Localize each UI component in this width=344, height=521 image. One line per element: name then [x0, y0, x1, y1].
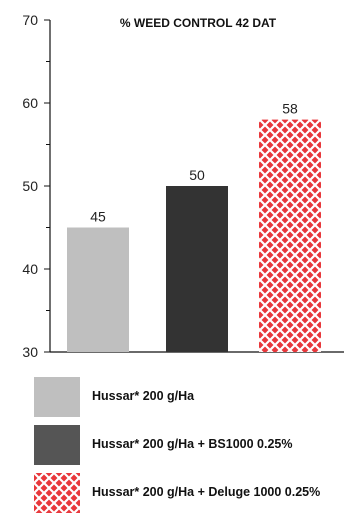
legend-label: Hussar* 200 g/Ha + BS1000 0.25%	[92, 437, 293, 451]
y-tick-label: 60	[22, 95, 38, 111]
bar-value-label: 58	[282, 101, 298, 117]
y-tick-label: 70	[22, 12, 38, 28]
legend-item: Hussar* 200 g/Ha + BS1000 0.25%	[34, 425, 344, 473]
bar-value-label: 50	[189, 167, 205, 183]
legend: Hussar* 200 g/Ha Hussar* 200 g/Ha + BS10…	[34, 377, 344, 521]
bar	[67, 227, 129, 352]
y-tick-label: 30	[22, 344, 38, 360]
bar-chart: % WEED CONTROL 42 DAT 30 40 50 60 70 45 50 58	[22, 12, 344, 360]
legend-item: Hussar* 200 g/Ha	[34, 377, 344, 425]
bar-value-label: 45	[90, 209, 106, 225]
bar	[259, 119, 321, 352]
chart-title: % WEED CONTROL 42 DAT	[120, 16, 277, 30]
legend-label: Hussar* 200 g/Ha + Deluge 1000 0.25%	[92, 485, 321, 499]
legend-swatch-dark	[34, 425, 80, 465]
legend-swatch-gray	[34, 377, 80, 417]
bar	[166, 186, 228, 352]
legend-label: Hussar* 200 g/Ha	[92, 389, 195, 403]
y-tick-label: 50	[22, 178, 38, 194]
y-tick-label: 40	[22, 261, 38, 277]
legend-swatch-crosshatch	[34, 473, 80, 513]
legend-item: Hussar* 200 g/Ha + Deluge 1000 0.25%	[34, 473, 344, 521]
